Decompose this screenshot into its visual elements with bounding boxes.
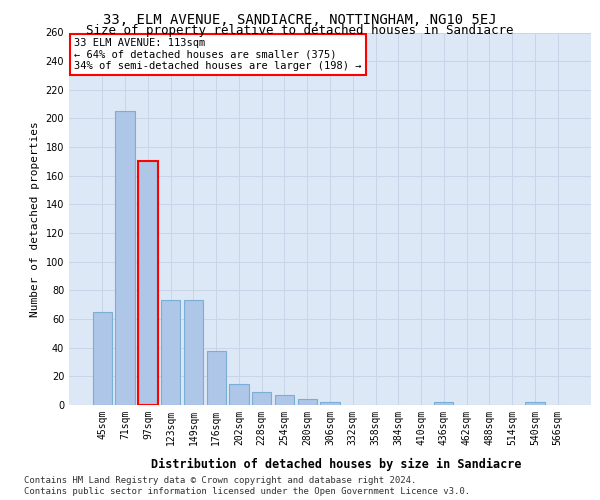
Bar	[320, 402, 340, 405]
Bar	[115, 112, 135, 405]
Bar	[525, 402, 545, 405]
Text: 33 ELM AVENUE: 113sqm
← 64% of detached houses are smaller (375)
34% of semi-det: 33 ELM AVENUE: 113sqm ← 64% of detached …	[74, 38, 362, 72]
Bar	[93, 312, 112, 405]
Bar	[434, 402, 454, 405]
Bar	[229, 384, 248, 405]
Text: Distribution of detached houses by size in Sandiacre: Distribution of detached houses by size …	[151, 458, 521, 470]
Y-axis label: Number of detached properties: Number of detached properties	[30, 121, 40, 316]
Bar	[298, 400, 317, 405]
Bar	[206, 350, 226, 405]
Bar	[138, 162, 158, 405]
Bar	[184, 300, 203, 405]
Text: 33, ELM AVENUE, SANDIACRE, NOTTINGHAM, NG10 5EJ: 33, ELM AVENUE, SANDIACRE, NOTTINGHAM, N…	[103, 12, 497, 26]
Text: Contains public sector information licensed under the Open Government Licence v3: Contains public sector information licen…	[24, 488, 470, 496]
Bar	[275, 395, 294, 405]
Bar	[161, 300, 181, 405]
Text: Size of property relative to detached houses in Sandiacre: Size of property relative to detached ho…	[86, 24, 514, 37]
Text: Contains HM Land Registry data © Crown copyright and database right 2024.: Contains HM Land Registry data © Crown c…	[24, 476, 416, 485]
Bar	[252, 392, 271, 405]
